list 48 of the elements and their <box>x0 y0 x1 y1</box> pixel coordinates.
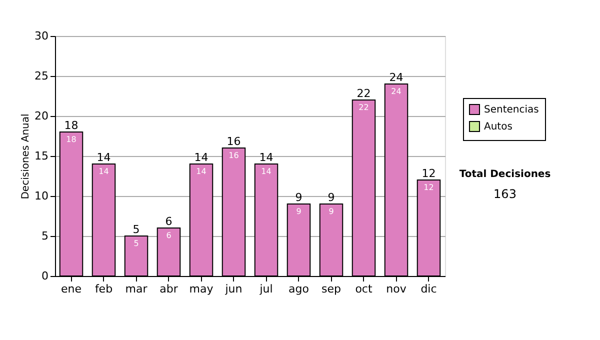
x-tick-label: feb <box>94 282 113 296</box>
x-tick-label: sep <box>322 282 342 296</box>
data-label: 14 <box>196 167 206 176</box>
y-tick-label: 20 <box>34 110 48 122</box>
data-label: 14 <box>98 167 109 176</box>
text: 163 <box>494 187 516 201</box>
total-label: 14 <box>259 151 274 164</box>
total-label: 16 <box>226 135 241 148</box>
x-tick-label: abr <box>160 282 178 296</box>
y-tick-label: 0 <box>42 270 48 282</box>
data-label: 5 <box>134 239 139 248</box>
x-tick-label: mar <box>125 282 148 296</box>
x-tick-label: may <box>189 282 214 296</box>
x-tick-label: dic <box>420 282 437 296</box>
text: Total Decisiones <box>459 169 551 180</box>
data-label: 12 <box>424 183 434 192</box>
total-label: 9 <box>295 191 302 204</box>
total-label: 18 <box>64 119 78 132</box>
total-label: 14 <box>194 151 208 164</box>
total-label: 6 <box>165 215 172 228</box>
y-tick-label: 30 <box>34 30 48 42</box>
legend-label: Sentencias <box>484 104 539 116</box>
data-label: 9 <box>296 207 302 216</box>
y-tick-label: 25 <box>34 70 48 82</box>
data-label: 9 <box>328 207 334 216</box>
total-label: 22 <box>356 87 371 100</box>
x-tick-label: ago <box>288 282 310 296</box>
x-tick-label: oct <box>355 282 373 296</box>
data-label: 16 <box>228 151 239 160</box>
y-axis-title: Decisiones Anual <box>20 114 32 200</box>
legend-label: Autos <box>484 122 512 132</box>
x-tick-label: ene <box>60 282 82 296</box>
data-label: 6 <box>166 231 172 240</box>
x-tick-label: jun <box>224 282 242 296</box>
total-label: 14 <box>96 151 111 164</box>
total-label: 24 <box>389 71 404 84</box>
y-tick-label: 15 <box>34 150 48 162</box>
y-tick-label: 10 <box>34 190 48 202</box>
x-tick-label: jul <box>258 282 273 296</box>
x-tick-label: nov <box>386 282 407 296</box>
total-label: 5 <box>132 223 140 236</box>
data-label: 14 <box>261 167 272 176</box>
total-label: 12 <box>422 167 436 180</box>
data-label: 18 <box>66 135 76 144</box>
data-label: 24 <box>391 87 402 96</box>
total-label: 9 <box>328 191 335 204</box>
y-tick-label: 5 <box>42 230 48 242</box>
data-label: 22 <box>358 103 369 112</box>
